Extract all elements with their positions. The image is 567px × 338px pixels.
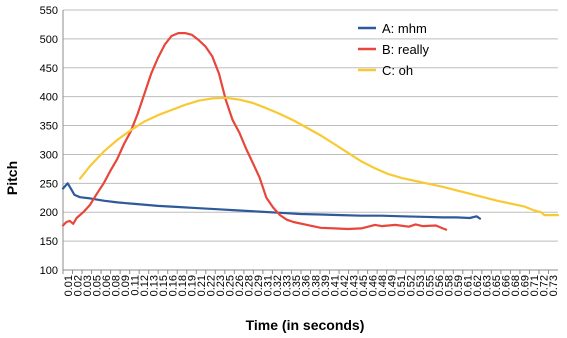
x-tick-label: 0.01 [63, 275, 75, 296]
x-tick-label: 0.51 [396, 275, 408, 296]
y-tick-label: 250 [40, 178, 58, 190]
x-tick-label: 0.11 [129, 275, 141, 296]
x-tick-label: 0.25 [225, 275, 237, 296]
x-tick-label: 0.28 [244, 275, 256, 296]
x-tick-label: 0.23 [215, 275, 227, 296]
x-tick-label: 0.73 [548, 275, 560, 296]
y-tick-label: 500 [40, 34, 58, 46]
plot-area [62, 10, 558, 271]
grid-lines [63, 9, 558, 271]
x-tick-label: 0.62 [472, 275, 484, 296]
y-tick-label: 300 [40, 149, 58, 161]
x-tick-label: 0.53 [415, 275, 427, 296]
x-tick-label: 0.56 [434, 275, 446, 296]
x-tick-label: 0.72 [539, 275, 551, 296]
x-tick-label: 0.58 [444, 275, 456, 296]
legend: A: mhm B: really C: oh [358, 21, 429, 78]
x-tick-label: 0.31 [263, 275, 275, 296]
y-tick-label: 350 [40, 121, 58, 133]
x-tick-label: 0.03 [82, 275, 94, 296]
x-tick-label: 0.19 [187, 275, 199, 296]
x-tick-label: 0.35 [291, 275, 303, 296]
series-line-1 [61, 182, 482, 220]
y-tick-label: 450 [40, 63, 58, 75]
y-axis-title: Pitch [4, 161, 20, 195]
x-tick-label: 0.71 [529, 275, 541, 296]
x-tick-label: 0.48 [377, 275, 389, 296]
x-tick-label: 0.69 [520, 275, 532, 296]
legend-label-3: C: oh [382, 63, 413, 78]
x-tick-label: 0.36 [301, 275, 313, 296]
x-tick-label: 0.65 [491, 275, 503, 296]
x-tick-label: 0.13 [148, 275, 160, 296]
y-tick-label: 200 [40, 207, 58, 219]
x-tick-label: 0.49 [386, 275, 398, 296]
y-tick-label: 150 [40, 236, 58, 248]
x-tick-label: 0.18 [177, 275, 189, 296]
x-tick-label: 0.32 [272, 275, 284, 296]
x-tick-label: 0.42 [339, 275, 351, 296]
x-tick-label: 0.02 [72, 275, 84, 296]
x-tick-label: 0.15 [158, 275, 170, 296]
x-tick-label: 0.09 [120, 275, 132, 296]
x-tick-label: 0.45 [358, 275, 370, 296]
legend-label-2: B: really [382, 42, 429, 57]
x-tick-label: 0.39 [320, 275, 332, 296]
y-tick-label: 400 [40, 92, 58, 104]
x-tick-label: 0.06 [101, 275, 113, 296]
x-tick-label: 0.68 [510, 275, 522, 296]
x-tick-label: 0.21 [196, 275, 208, 296]
x-axis-title: Time (in seconds) [246, 317, 365, 333]
y-tick-label: 550 [40, 5, 58, 17]
x-tick-label: 0.66 [501, 275, 513, 296]
x-tick-label: 0.38 [310, 275, 322, 296]
x-tick-label: 0.46 [367, 275, 379, 296]
x-tick-label: 0.08 [110, 275, 122, 296]
x-tick-label: 0.22 [206, 275, 218, 296]
x-tick-label: 0.26 [234, 275, 246, 296]
series-line-3 [78, 96, 560, 217]
x-axis-tick-labels: 0.010.020.030.050.060.080.090.110.120.13… [62, 270, 560, 296]
series-line-2 [61, 32, 448, 231]
x-tick-label: 0.41 [329, 275, 341, 296]
x-tick-label: 0.12 [139, 275, 151, 296]
x-tick-label: 0.52 [405, 275, 417, 296]
y-tick-label: 100 [40, 265, 58, 277]
x-tick-label: 0.16 [167, 275, 179, 296]
x-tick-label: 0.05 [91, 275, 103, 296]
x-tick-label: 0.43 [348, 275, 360, 296]
x-tick-label: 0.63 [482, 275, 494, 296]
x-tick-label: 0.33 [282, 275, 294, 296]
x-tick-label: 0.61 [463, 275, 475, 296]
x-tick-label: 0.59 [453, 275, 465, 296]
series-lines [61, 32, 560, 231]
x-tick-label: 0.29 [253, 275, 265, 296]
legend-label-1: A: mhm [382, 21, 427, 36]
y-axis-tick-labels: 100 150 200 250 300 350 400 450 500 550 [40, 5, 58, 277]
x-tick-label: 0.55 [424, 275, 436, 296]
